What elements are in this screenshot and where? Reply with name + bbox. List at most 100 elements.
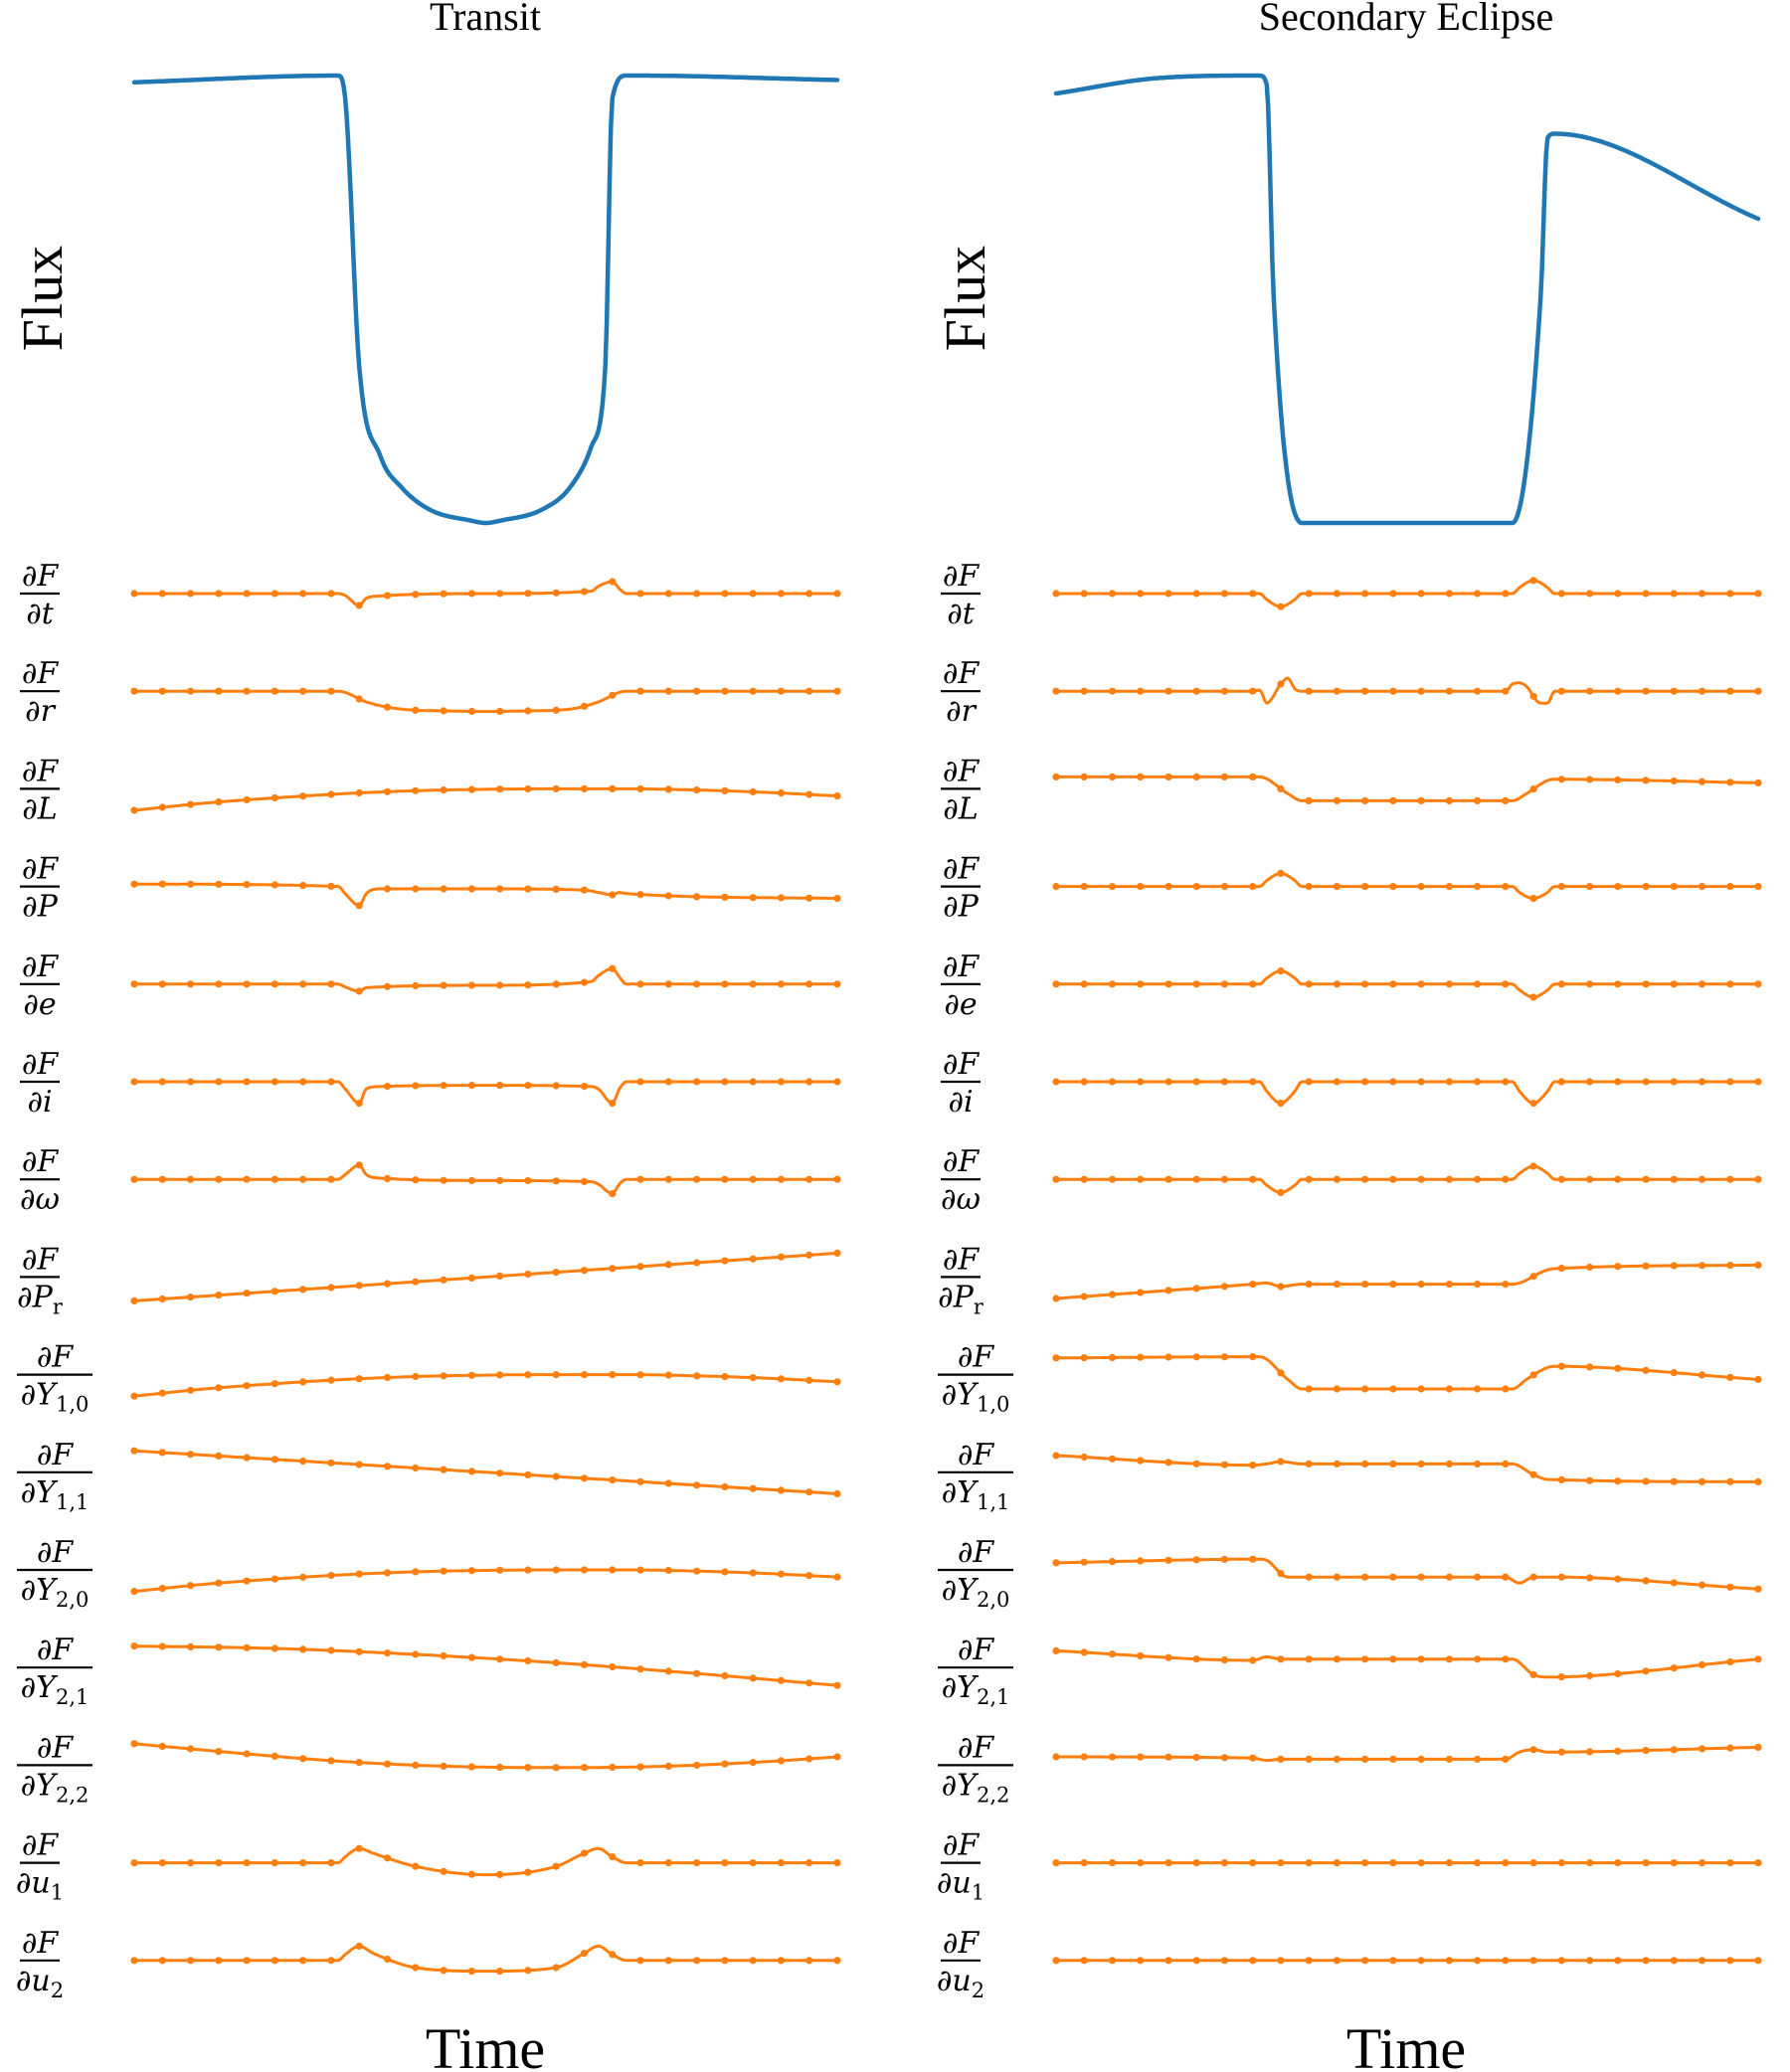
eclipse-derivative-point [1305, 980, 1313, 988]
eclipse-derivative-point [1586, 1363, 1594, 1371]
eclipse-derivative-point [1502, 1460, 1510, 1468]
transit-derivative-point [552, 1472, 560, 1480]
transit-derivative-row: ∂F∂Y2,0 [17, 1535, 841, 1612]
transit-derivative-point [664, 1762, 672, 1770]
transit-derivative-point [636, 1763, 644, 1771]
transit-derivative-point [636, 891, 644, 899]
transit-time-xlabel: Time [426, 2016, 545, 2072]
eclipse-derivative-point [1220, 980, 1228, 988]
transit-derivative-point [158, 687, 166, 695]
transit-derivative-point [496, 1371, 504, 1379]
transit-derivative-row: ∂F∂Y2,2 [17, 1730, 841, 1807]
transit-derivative-point [355, 1844, 363, 1852]
transit-derivative-numerator: ∂F [22, 852, 60, 887]
eclipse-derivative-point [1557, 1748, 1565, 1756]
eclipse-derivative-line [1054, 1557, 1760, 1591]
eclipse-derivative-point [1137, 980, 1145, 988]
transit-derivative-point [440, 1466, 448, 1473]
eclipse-derivative-point [1670, 1859, 1678, 1867]
eclipse-derivative-point [1249, 1656, 1257, 1664]
eclipse-derivative-row: ∂F∂P [941, 852, 1762, 925]
transit-derivative-point [215, 1579, 223, 1587]
eclipse-derivative-point [1361, 980, 1369, 988]
eclipse-derivative-point [1137, 1859, 1145, 1867]
transit-derivative-denominator: ∂r [25, 694, 57, 729]
transit-derivative-point [664, 1371, 672, 1379]
eclipse-derivative-point [1164, 1353, 1172, 1361]
eclipse-derivative-point [1754, 590, 1762, 598]
eclipse-derivative-row: ∂F∂i [941, 1047, 1762, 1120]
transit-derivative-point [609, 1951, 617, 1959]
eclipse-derivative-point [1164, 1556, 1172, 1564]
eclipse-derivative-point [1249, 687, 1257, 695]
transit-derivative-point [187, 1175, 195, 1183]
transit-derivative-point [383, 1373, 392, 1382]
transit-derivative-point [270, 1752, 278, 1760]
eclipse-derivative-point [1586, 883, 1594, 891]
eclipse-derivative-line [1054, 1355, 1760, 1391]
transit-derivative-point [664, 687, 672, 695]
eclipse-derivative-point [1698, 883, 1706, 891]
eclipse-derivative-point [1277, 1283, 1285, 1291]
eclipse-derivative-point [1614, 1364, 1622, 1372]
secondary-eclipse-column: Secondary Eclipse Flux Time ∂F∂t∂F∂r∂F∂L… [933, 0, 1762, 2072]
eclipse-derivative-point [1614, 1747, 1622, 1755]
eclipse-derivative-point [1305, 796, 1313, 805]
eclipse-derivative-point [1698, 1262, 1706, 1270]
transit-derivative-row: ∂F∂Pr [17, 1242, 841, 1318]
eclipse-derivative-point [1108, 883, 1117, 891]
transit-derivative-point [524, 707, 532, 715]
eclipse-derivative-point [1052, 590, 1060, 598]
transit-derivative-point [833, 980, 841, 988]
eclipse-derivative-point [1108, 1753, 1117, 1761]
transit-derivative-point [158, 1389, 166, 1397]
eclipse-derivative-point [1586, 1748, 1594, 1756]
transit-derivative-point [524, 981, 532, 989]
eclipse-derivative-point [1333, 1281, 1341, 1289]
transit-derivative-point [749, 894, 757, 902]
eclipse-derivative-point [1670, 980, 1678, 988]
transit-derivative-point [130, 1175, 138, 1183]
eclipse-derivative-point [1389, 1078, 1397, 1086]
transit-derivative-point [270, 1380, 278, 1388]
transit-derivative-point [187, 1957, 195, 1965]
transit-derivative-numerator: ∂F [37, 1340, 75, 1375]
eclipse-derivative-point [1137, 1557, 1145, 1565]
eclipse-derivative-point [1474, 1175, 1482, 1183]
transit-derivative-point [299, 1645, 307, 1653]
transit-derivative-point [524, 1470, 532, 1478]
eclipse-derivative-point [1502, 1281, 1510, 1289]
eclipse-derivative-point [1164, 1287, 1172, 1295]
transit-derivative-point [440, 590, 448, 598]
eclipse-derivative-point [1108, 590, 1117, 598]
eclipse-derivative-point [1220, 1656, 1228, 1664]
transit-derivative-point [270, 1288, 278, 1295]
transit-derivative-denominator: ∂Y2,1 [21, 1670, 90, 1709]
eclipse-derivative-point [1614, 776, 1622, 784]
eclipse-derivative-point [1305, 1573, 1313, 1581]
transit-derivative-point [524, 1764, 532, 1772]
eclipse-derivative-row: ∂F∂Pr [938, 1242, 1762, 1318]
eclipse-derivative-point [1726, 1373, 1734, 1381]
transit-derivative-point [664, 980, 672, 988]
transit-derivative-point [833, 1859, 841, 1867]
eclipse-derivative-point [1726, 1262, 1734, 1270]
transit-derivative-point [496, 885, 504, 893]
transit-derivative-point [664, 1859, 672, 1867]
eclipse-derivative-point [1445, 1385, 1453, 1393]
eclipse-derivative-denominator: ∂Y1,1 [942, 1475, 1010, 1514]
eclipse-derivative-point [1754, 883, 1762, 891]
transit-derivative-point [777, 1676, 786, 1684]
eclipse-derivative-point [1108, 1291, 1117, 1298]
eclipse-derivative-point [1220, 1283, 1228, 1291]
eclipse-derivative-point [1220, 1353, 1228, 1361]
eclipse-derivative-point [1192, 1078, 1200, 1086]
eclipse-derivative-point [1108, 773, 1117, 781]
eclipse-derivative-point [1333, 1755, 1341, 1763]
eclipse-derivative-numerator: ∂F [943, 656, 981, 691]
eclipse-derivative-point [1557, 1573, 1565, 1581]
eclipse-derivative-point [1052, 980, 1060, 988]
eclipse-time-xlabel: Time [1346, 2016, 1466, 2072]
transit-derivative-numerator: ∂F [22, 1242, 60, 1277]
transit-derivative-line [132, 1944, 839, 1974]
